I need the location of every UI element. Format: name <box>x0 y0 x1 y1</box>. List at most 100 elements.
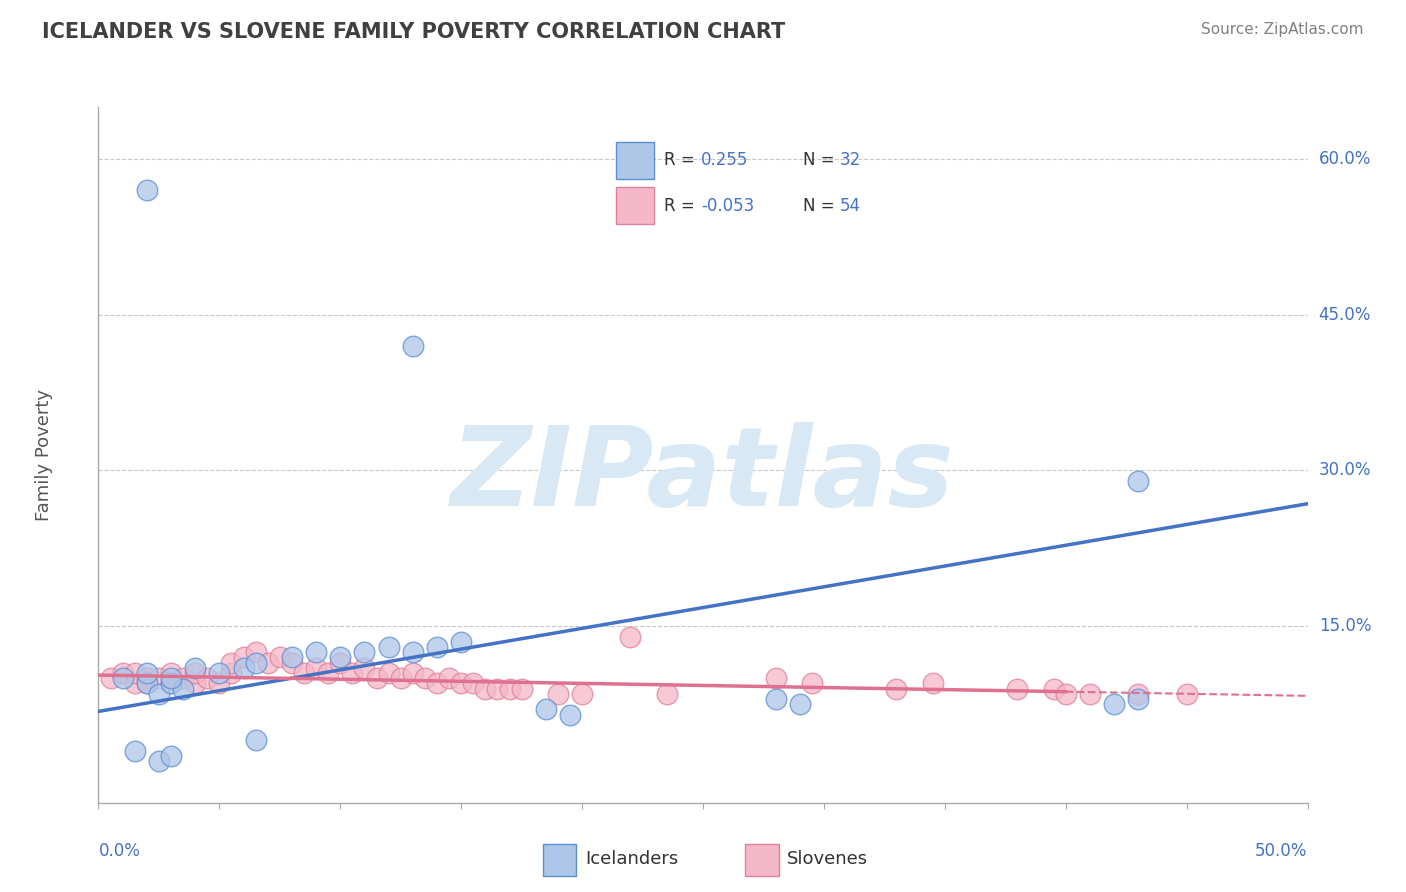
Point <box>800 676 823 690</box>
Point <box>450 676 472 690</box>
Text: 60.0%: 60.0% <box>1319 150 1371 168</box>
Point <box>342 665 364 680</box>
Point <box>329 650 352 665</box>
Point <box>1007 681 1029 696</box>
Point <box>402 339 425 353</box>
Text: Family Poverty: Family Poverty <box>35 389 53 521</box>
Text: Source: ZipAtlas.com: Source: ZipAtlas.com <box>1201 22 1364 37</box>
Point <box>437 671 460 685</box>
Point <box>463 676 485 690</box>
Point <box>184 676 207 690</box>
Point <box>221 656 243 670</box>
Point <box>148 671 170 685</box>
Text: 50.0%: 50.0% <box>1256 842 1308 860</box>
Point <box>124 744 146 758</box>
Point <box>135 665 157 680</box>
Point <box>1078 687 1101 701</box>
Point <box>402 665 425 680</box>
Point <box>366 671 388 685</box>
Point <box>402 645 425 659</box>
Point <box>486 681 509 696</box>
Point <box>269 650 291 665</box>
Text: Icelanders: Icelanders <box>585 849 678 868</box>
Point <box>353 661 375 675</box>
Text: 0.255: 0.255 <box>702 152 748 169</box>
Point <box>765 671 787 685</box>
Point <box>450 635 472 649</box>
Point <box>765 692 787 706</box>
Point <box>377 665 399 680</box>
Text: 15.0%: 15.0% <box>1319 617 1371 635</box>
Point <box>1128 474 1150 488</box>
Point <box>135 676 157 690</box>
Point <box>474 681 496 696</box>
Point <box>547 687 569 701</box>
Point <box>886 681 908 696</box>
Point <box>1128 692 1150 706</box>
Text: ICELANDER VS SLOVENE FAMILY POVERTY CORRELATION CHART: ICELANDER VS SLOVENE FAMILY POVERTY CORR… <box>42 22 786 42</box>
Point <box>1054 687 1077 701</box>
Bar <box>543 844 576 876</box>
Point <box>111 665 134 680</box>
Point <box>184 661 207 675</box>
Text: 32: 32 <box>839 152 860 169</box>
Point <box>329 656 352 670</box>
Point <box>256 656 278 670</box>
Point <box>498 681 520 696</box>
Bar <box>616 142 654 178</box>
Text: N =: N = <box>803 197 839 215</box>
Point <box>281 650 304 665</box>
Point <box>789 697 811 711</box>
Point <box>245 645 267 659</box>
Text: 30.0%: 30.0% <box>1319 461 1371 480</box>
Point <box>413 671 436 685</box>
Point <box>208 676 231 690</box>
Point <box>111 671 134 685</box>
Point <box>389 671 412 685</box>
Point <box>135 183 157 197</box>
Point <box>534 702 557 716</box>
Bar <box>616 187 654 225</box>
Text: 0.0%: 0.0% <box>98 842 141 860</box>
Point <box>619 630 641 644</box>
Point <box>571 687 593 701</box>
Point <box>160 749 183 764</box>
Point <box>558 707 581 722</box>
Bar <box>745 844 779 876</box>
Point <box>148 687 170 701</box>
Point <box>305 661 328 675</box>
Point <box>221 665 243 680</box>
Point <box>172 681 194 696</box>
Point <box>510 681 533 696</box>
Point <box>316 665 339 680</box>
Text: N =: N = <box>803 152 839 169</box>
Point <box>172 671 194 685</box>
Point <box>377 640 399 654</box>
Point <box>655 687 678 701</box>
Point <box>148 754 170 768</box>
Text: ZIPatlas: ZIPatlas <box>451 422 955 529</box>
Point <box>208 665 231 680</box>
Point <box>1042 681 1064 696</box>
Point <box>160 676 183 690</box>
Text: R =: R = <box>664 152 700 169</box>
Point <box>921 676 943 690</box>
Text: 54: 54 <box>839 197 860 215</box>
Point <box>160 671 183 685</box>
Point <box>353 645 375 659</box>
Point <box>245 656 267 670</box>
Point <box>195 671 218 685</box>
Point <box>135 676 157 690</box>
Point <box>124 676 146 690</box>
Point <box>184 665 207 680</box>
Point <box>426 676 449 690</box>
Point <box>160 665 183 680</box>
Point <box>100 671 122 685</box>
Text: 45.0%: 45.0% <box>1319 306 1371 324</box>
Point <box>245 733 267 747</box>
Point <box>160 676 183 690</box>
Point <box>305 645 328 659</box>
Point <box>1175 687 1198 701</box>
Point <box>232 650 254 665</box>
Text: Slovenes: Slovenes <box>787 849 869 868</box>
